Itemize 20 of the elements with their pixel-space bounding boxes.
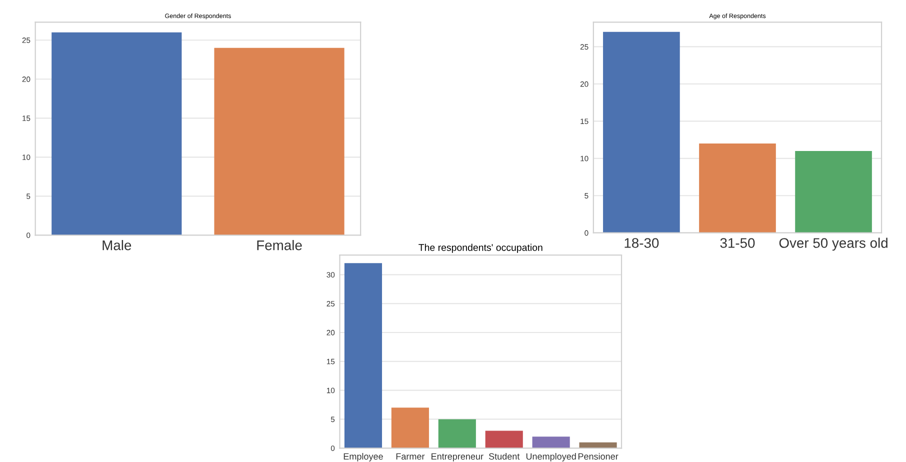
x-tick-label: Unemployed xyxy=(526,453,576,462)
bar xyxy=(532,436,570,448)
bar xyxy=(391,408,429,448)
chart-title: The respondents' occupation xyxy=(418,244,542,253)
x-tick-label: 18-30 xyxy=(624,238,659,248)
x-tick-label: Employee xyxy=(344,453,383,462)
bar xyxy=(344,263,382,448)
x-tick-label: Female xyxy=(257,240,302,250)
x-tick-label: Over 50 years old xyxy=(779,238,888,251)
bar xyxy=(438,419,476,448)
x-tick-label: 31-50 xyxy=(720,238,755,248)
x-tick-label: Male xyxy=(102,240,132,250)
x-tick-label: Pensioner xyxy=(578,453,618,460)
x-tick-label: Entrepreneur xyxy=(432,453,484,462)
bar xyxy=(699,144,776,233)
bar xyxy=(485,430,523,448)
x-tick-label: Farmer xyxy=(396,453,425,460)
bar xyxy=(603,32,680,233)
bar xyxy=(795,150,872,233)
x-tick-label: Student xyxy=(488,453,520,460)
